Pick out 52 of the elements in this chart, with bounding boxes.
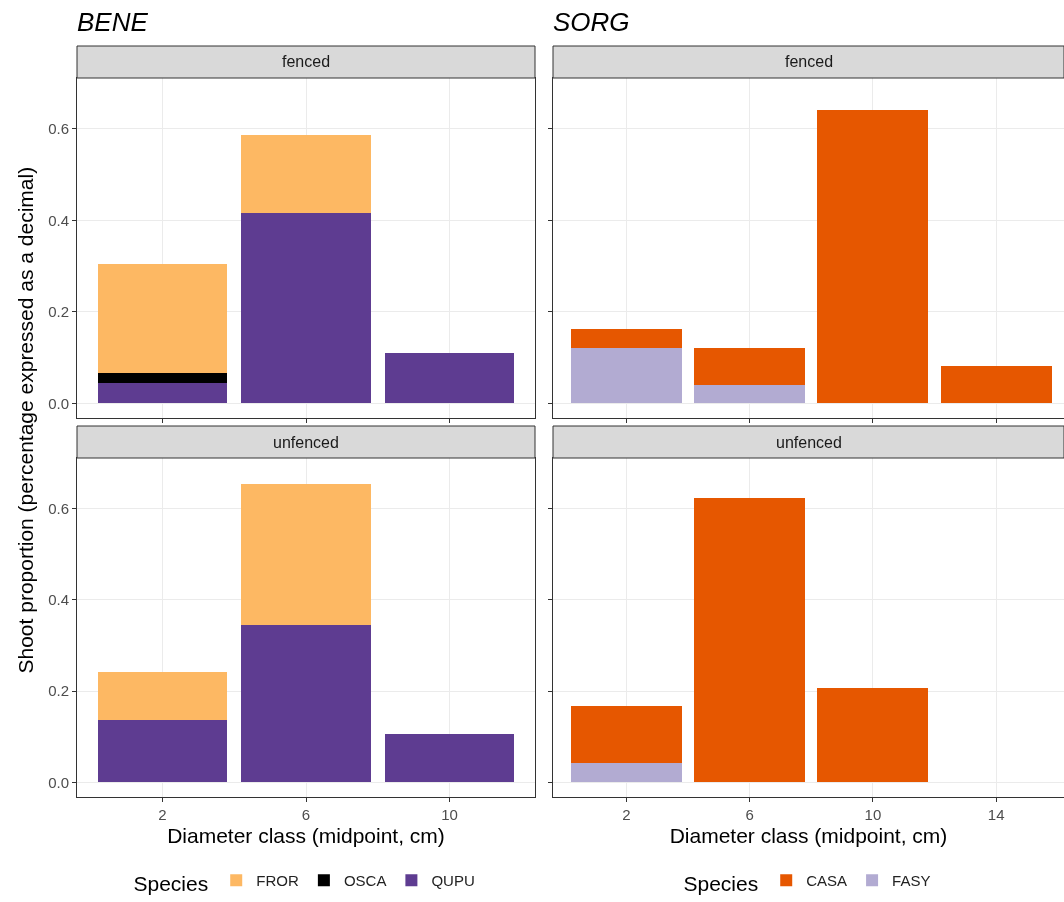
bar	[97, 372, 228, 383]
x-tick-label: 2	[622, 806, 631, 823]
y-tick-label: 0.2	[48, 303, 69, 321]
y-tick-label: 0.4	[48, 591, 69, 609]
y-tick-label: 0.0	[48, 394, 69, 412]
bar	[241, 134, 371, 214]
chart-subtitle: unfenced	[273, 434, 339, 451]
x-tick-label: 2	[158, 806, 167, 823]
bar	[570, 705, 682, 763]
bar	[97, 263, 228, 373]
x-tick-label: 6	[301, 806, 311, 823]
legend-label: QUPU	[431, 872, 475, 890]
x-tick-label: 10	[864, 806, 882, 823]
y-tick-label: 0.6	[48, 499, 69, 517]
y-tick-label: 0.2	[48, 682, 69, 700]
x-axis-title: Diameter class (midpoint, cm)	[167, 824, 445, 848]
y-axis-title: Shoot proportion (percentage expressed as a decimal)	[13, 166, 37, 674]
x-tick-label: 14	[987, 806, 1005, 823]
legend-label: FASY	[892, 872, 931, 890]
legend-label: OSCA	[343, 872, 387, 890]
bar	[817, 687, 929, 783]
chart-subtitle: unfenced	[776, 434, 842, 451]
bar	[570, 347, 682, 404]
bar	[817, 110, 929, 404]
bar	[570, 762, 682, 783]
bar	[241, 483, 371, 625]
y-tick-label: 0.4	[48, 211, 69, 229]
x-tick-label: 6	[745, 806, 754, 823]
legend-title: Species	[133, 872, 209, 896]
bar	[241, 624, 371, 783]
bar	[97, 672, 228, 720]
bar	[241, 213, 371, 404]
bar	[384, 734, 515, 783]
bar	[97, 719, 228, 783]
bar	[384, 353, 515, 404]
chart-subtitle: fenced	[785, 53, 834, 70]
y-tick-label: 0.0	[48, 773, 69, 791]
legend-label: FROR	[256, 872, 299, 890]
bar	[940, 365, 1052, 404]
chart-title: BENE	[77, 7, 149, 37]
x-tick-label: 10	[441, 806, 458, 823]
x-axis-title: Diameter class (midpoint, cm)	[669, 824, 948, 848]
bar	[694, 347, 806, 385]
bar	[694, 384, 806, 404]
legend-label: CASA	[806, 872, 848, 890]
y-tick-label: 0.6	[48, 120, 69, 138]
bar	[97, 382, 228, 404]
chart-subtitle: fenced	[282, 53, 331, 70]
bar	[570, 329, 682, 348]
bar	[694, 497, 806, 783]
legend-title: Species	[683, 872, 759, 896]
chart-title: SORG	[553, 7, 630, 37]
